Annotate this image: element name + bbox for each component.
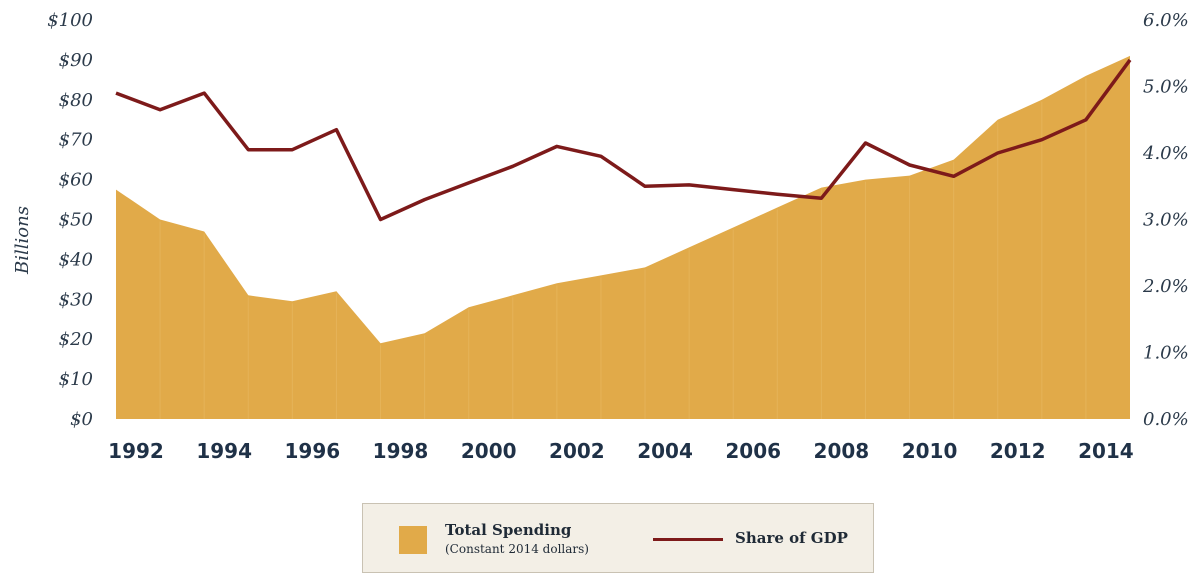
y2-tick-label: 6.0% <box>1143 10 1189 31</box>
legend-label-total-spending: Total Spending <box>445 521 572 539</box>
y-tick-label: $20 <box>59 329 93 350</box>
y-tick-label: $10 <box>59 369 93 390</box>
chart-legend: Total Spending (Constant 2014 dollars) S… <box>362 503 874 573</box>
gdp-share-line-series <box>115 58 1132 222</box>
y2-tick-label: 1.0% <box>1143 343 1189 364</box>
chart-svg: $0 $10 $20 $30 $40 $50 $60 $70 $80 $90 $100 0.0% 1.… <box>12 10 1189 463</box>
gdp-share-line <box>115 58 1132 222</box>
legend-swatch-total-spending <box>399 526 427 554</box>
y-axis-label: Billions <box>12 206 33 275</box>
x-tick-label: 1996 <box>285 439 341 463</box>
y-tick-label: $70 <box>59 130 93 151</box>
y-tick-label: $60 <box>59 170 93 191</box>
y-tick-label: $100 <box>47 10 93 31</box>
y-tick-label: $90 <box>59 50 93 71</box>
spending-area-series <box>115 55 1131 420</box>
y2-tick-label: 0.0% <box>1143 409 1189 430</box>
x-tick-label: 2004 <box>637 439 693 463</box>
legend-label-share-of-gdp: Share of GDP <box>735 529 848 547</box>
x-tick-label: 2006 <box>725 439 781 463</box>
y-tick-label: $80 <box>59 90 93 111</box>
y2-tick-label: 3.0% <box>1143 210 1189 231</box>
left-y-axis: $0 $10 $20 $30 $40 $50 $60 $70 $80 $90 $100 <box>47 10 93 430</box>
x-tick-label: 2000 <box>461 439 517 463</box>
x-tick-label: 2010 <box>902 439 958 463</box>
x-tick-label: 2014 <box>1078 439 1134 463</box>
x-tick-label: 1992 <box>108 439 164 463</box>
x-tick-label: 1994 <box>196 439 252 463</box>
legend-swatch-share-of-gdp <box>653 538 723 541</box>
legend-sublabel-total-spending: (Constant 2014 dollars) <box>445 542 589 556</box>
x-tick-label: 1998 <box>373 439 429 463</box>
y-tick-label: $40 <box>59 249 93 270</box>
y2-tick-label: 2.0% <box>1142 276 1189 297</box>
x-tick-label: 2008 <box>814 439 870 463</box>
right-y-axis: 0.0% 1.0% 2.0% 3.0% 4.0% 5.0% 6.0% <box>1142 10 1189 430</box>
y-tick-label: $50 <box>59 210 93 231</box>
x-axis: 1992 1994 1996 1998 2000 2002 2004 2006 2008 2010… <box>108 439 1134 463</box>
y-tick-label: $0 <box>70 409 93 430</box>
y2-tick-label: 5.0% <box>1143 77 1189 98</box>
y-tick-label: $30 <box>59 289 93 310</box>
spending-area <box>116 55 1130 420</box>
x-tick-label: 2012 <box>990 439 1046 463</box>
y2-tick-label: 4.0% <box>1142 143 1189 164</box>
x-tick-label: 2002 <box>549 439 605 463</box>
